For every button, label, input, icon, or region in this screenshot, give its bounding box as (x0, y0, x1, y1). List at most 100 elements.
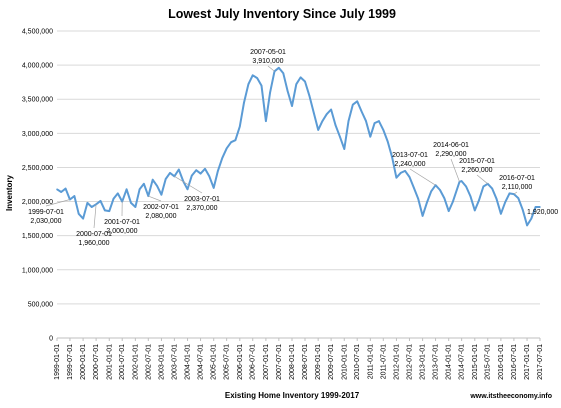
data-point (391, 156, 393, 158)
data-point (534, 206, 537, 208)
data-point (86, 202, 89, 204)
x-tick-label: 2003-07-01 (171, 344, 178, 380)
data-point (130, 202, 132, 204)
data-point (452, 200, 454, 203)
data-point (491, 187, 494, 190)
data-point (230, 141, 232, 143)
data-point (395, 176, 398, 179)
data-point (460, 180, 463, 182)
y-tick-label: 4,500,000 (22, 29, 53, 36)
data-point (243, 101, 245, 104)
data-point (439, 189, 441, 191)
data-point (64, 187, 67, 190)
annotation-label: 2000-07-01 (76, 231, 112, 238)
x-tick-label: 2015-07-01 (485, 344, 492, 380)
annotation-leader (45, 199, 71, 207)
data-point (156, 185, 158, 187)
x-tick-label: 2013-01-01 (420, 344, 427, 380)
annotation-label: 2,110,000 (502, 184, 533, 191)
data-point (208, 175, 211, 178)
x-tick-label: 2011-07-01 (380, 344, 387, 379)
x-tick-label: 2007-01-01 (263, 344, 270, 380)
y-tick-labels: 0 500,000 1,000,000 1,500,000 2,000,000 2,500… (22, 29, 53, 343)
data-point (325, 113, 328, 115)
data-point (299, 76, 302, 79)
x-tick-label: 2008-01-01 (289, 344, 296, 380)
annotation-label: 2,000,000 (106, 228, 137, 235)
x-tick-label: 2005-01-01 (211, 344, 218, 380)
y-tick-label: 500,000 (28, 301, 53, 308)
data-point (221, 157, 224, 159)
x-axis-label: Existing Home Inventory 1999-2017 (225, 391, 360, 400)
annotation-label: 2,030,000 (30, 218, 61, 225)
x-tick-label: 2007-07-01 (276, 344, 283, 380)
data-point (347, 120, 350, 122)
annotations: 1999-07-01 2,030,000 2000-07-01 1,960,000 20… (28, 49, 558, 247)
x-tick-label: 2012-07-01 (406, 344, 413, 380)
data-point (104, 209, 106, 212)
x-tick-label: 2011-01-01 (367, 344, 374, 379)
x-tick-label: 2008-07-01 (302, 344, 309, 380)
data-point (478, 199, 480, 201)
x-tick-label: 2000-01-01 (80, 344, 87, 380)
data-point (134, 206, 137, 208)
data-point (495, 198, 498, 200)
y-axis-label: Inventory (5, 174, 14, 211)
annotation-label: 2002-07-01 (143, 204, 179, 211)
x-tick-label: 2006-01-01 (237, 344, 244, 380)
y-tick-label: 2,500,000 (22, 165, 53, 172)
x-tick-label: 2009-07-01 (328, 344, 335, 380)
data-point (112, 198, 115, 200)
annotation-label: 2001-07-01 (104, 219, 140, 226)
data-point (143, 183, 145, 185)
annotation-label: 2016-07-01 (499, 175, 535, 182)
data-point (465, 185, 467, 188)
data-point (199, 172, 202, 175)
data-point (260, 84, 263, 87)
data-point (73, 195, 76, 197)
x-tick-label: 2015-01-01 (472, 344, 479, 380)
annotation-leader (476, 174, 488, 185)
x-tick-label: 2010-01-01 (341, 344, 348, 380)
data-point (373, 122, 376, 124)
data-point (343, 148, 346, 150)
data-point (295, 83, 298, 85)
data-point (447, 210, 450, 212)
data-point (151, 178, 154, 181)
data-point (90, 206, 93, 208)
x-tick-label: 2014-07-01 (459, 344, 466, 380)
data-point (212, 187, 215, 189)
data-point (339, 135, 341, 138)
data-point (304, 80, 306, 83)
y-tick-label: 3,500,000 (22, 97, 53, 104)
source-text: www.itstheeconomy.info (469, 393, 552, 400)
x-tick-labels: 1999-01-01 1999-07-01 2000-01-01 2000-07-01… (54, 344, 544, 380)
x-tick-label: 2001-07-01 (119, 344, 126, 380)
data-point (504, 201, 507, 203)
x-tick-label: 2002-07-01 (145, 344, 152, 380)
data-point (421, 215, 424, 217)
annotation-label: 2,260,000 (461, 167, 492, 174)
data-point (530, 217, 533, 220)
annotation-label: 1,920,000 (527, 209, 558, 216)
data-point (125, 188, 128, 191)
data-point (239, 125, 241, 128)
data-point (217, 170, 219, 172)
data-point (138, 188, 141, 191)
x-tick-label: 2012-01-01 (393, 344, 400, 380)
data-point (404, 170, 406, 172)
annotation-leader (174, 176, 203, 194)
x-tick-label: 2016-07-01 (511, 344, 518, 380)
chart-title: Lowest July Inventory Since July 1999 (168, 7, 396, 21)
y-tick-label: 1,000,000 (22, 267, 53, 274)
x-tick-label: 2005-07-01 (224, 344, 231, 380)
data-point (365, 120, 367, 122)
data-point (500, 213, 502, 215)
y-tick-label: 4,000,000 (22, 63, 53, 70)
x-tick-label: 2001-01-01 (106, 344, 113, 380)
data-point (521, 208, 524, 211)
annotation-leader (148, 195, 162, 202)
series-lines (56, 66, 541, 227)
data-point (430, 190, 433, 193)
